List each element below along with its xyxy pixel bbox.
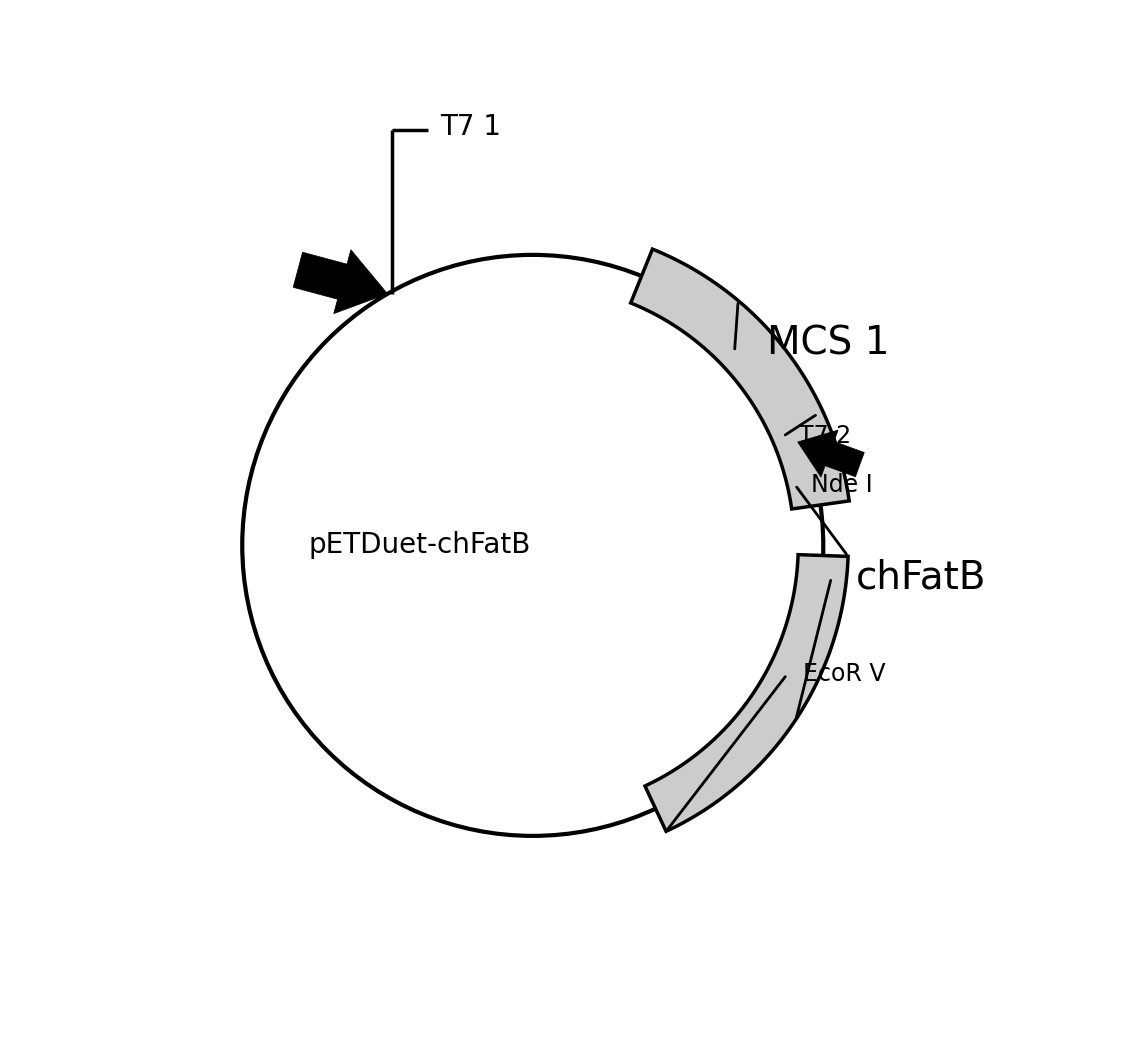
Polygon shape — [797, 430, 864, 477]
Polygon shape — [631, 249, 849, 509]
Text: pETDuet-chFatB: pETDuet-chFatB — [308, 531, 531, 560]
Polygon shape — [294, 249, 388, 313]
Text: Nde I: Nde I — [811, 473, 873, 497]
Text: EcoR V: EcoR V — [803, 662, 886, 686]
Text: MCS 1: MCS 1 — [767, 325, 889, 363]
Text: T7 2: T7 2 — [799, 424, 852, 449]
Text: chFatB: chFatB — [855, 559, 987, 596]
Polygon shape — [645, 554, 848, 831]
Text: T7 1: T7 1 — [440, 113, 501, 141]
